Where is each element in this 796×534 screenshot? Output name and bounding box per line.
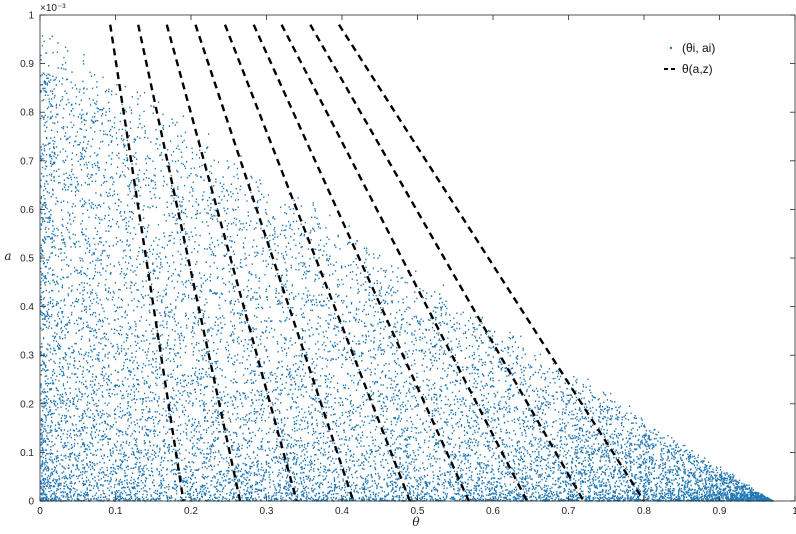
legend-scatter-label: (θi, ai) <box>682 41 715 55</box>
theta-curve-7 <box>280 24 529 502</box>
x-tick-label: 0.6 <box>486 506 500 517</box>
legend-background <box>656 36 732 80</box>
x-tick-label: 0.1 <box>109 506 123 517</box>
axes-box <box>39 14 796 502</box>
theta-curve-5 <box>223 24 412 502</box>
legend-curve-label: θ(a,z) <box>682 62 713 76</box>
x-tick-label: 0 <box>37 506 43 517</box>
axes-layer: 0 0.1 0.2 0.3 0.4 0.5 0.6 0.7 0.8 0.9 1 0 0.1 0.2 0.3 0… <box>20 11 796 518</box>
y-exponent-label: ×10⁻³ <box>40 3 66 14</box>
x-tick-label: 0.5 <box>411 506 425 517</box>
y-tick-label: 0 <box>28 497 34 508</box>
y-tick-label: 1 <box>28 11 34 22</box>
theta-curve-9 <box>337 24 646 502</box>
x-tick-label: 0.8 <box>637 506 651 517</box>
legend: (θi, ai) θ(a,z) <box>656 36 732 80</box>
y-tick-label: 0.7 <box>20 156 34 167</box>
dashed-curves-layer <box>109 24 646 502</box>
y-tick-label: 0.5 <box>20 254 34 265</box>
y-tick-label: 0.6 <box>20 205 34 216</box>
scatter-points <box>40 35 774 502</box>
theta-curve-4 <box>194 24 355 502</box>
y-tick-label: 0.8 <box>20 108 34 119</box>
theta-curve-8 <box>309 24 585 502</box>
y-tick-label: 0.3 <box>20 351 34 362</box>
x-tick-label: 0.9 <box>713 506 727 517</box>
y-tick-label: 0.1 <box>20 448 34 459</box>
theta-curve-1 <box>109 24 185 502</box>
scatter-points-layer <box>40 35 774 502</box>
y-axis-label: a <box>4 249 11 263</box>
x-tick-label: 1 <box>792 506 796 517</box>
y-tick-label: 0.9 <box>20 59 34 70</box>
theta-curve-3 <box>165 24 298 502</box>
y-tick-label: 0.2 <box>20 399 34 410</box>
x-axis-label: θ <box>412 515 420 529</box>
x-tick-label: 0.2 <box>184 506 198 517</box>
x-tick-label: 0.7 <box>562 506 576 517</box>
legend-scatter-marker <box>669 46 673 50</box>
x-tick-label: 0.4 <box>335 506 349 517</box>
theta-curve-6 <box>252 24 470 502</box>
y-tick-label: 0.4 <box>20 302 34 313</box>
theta-curve-2 <box>137 24 242 502</box>
x-tick-label: 0.3 <box>260 506 274 517</box>
